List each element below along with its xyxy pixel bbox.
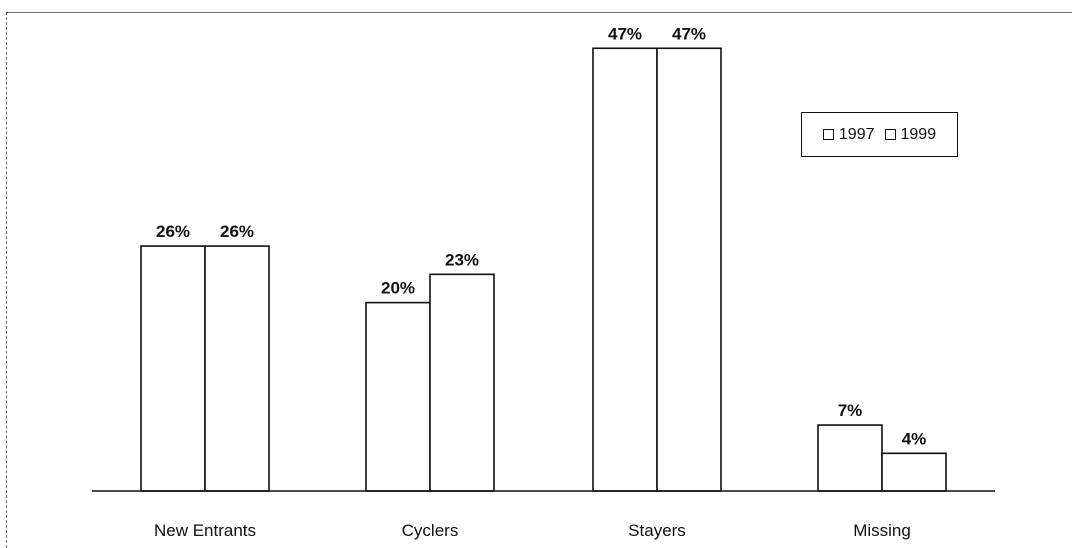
x-tick-label: Cyclers (402, 521, 459, 540)
data-label: 47% (672, 24, 706, 43)
data-label: 4% (902, 429, 927, 448)
bar-1999-new-entrants (204, 245, 270, 492)
data-label: 20% (381, 279, 415, 298)
x-tick-label: New Entrants (154, 521, 256, 540)
chart-frame (6, 12, 1072, 548)
legend-label: 1999 (900, 125, 937, 143)
bars-layer (140, 47, 947, 492)
x-tick-label: Missing (853, 521, 911, 540)
data-label: 26% (156, 222, 190, 241)
chart-legend: 1997 1999 (801, 112, 958, 157)
bar-1999-cyclers (429, 273, 495, 492)
bar-1999-stayers (656, 47, 722, 492)
bar-1997-stayers (592, 47, 658, 492)
data-label: 26% (220, 222, 254, 241)
bar-1999-missing (881, 452, 947, 492)
bar-1997-cyclers (365, 301, 431, 492)
bar-1997-new-entrants (140, 245, 206, 492)
legend-item-0: 1997 (822, 125, 875, 144)
data-label: 47% (608, 24, 642, 43)
legend-swatch-icon (884, 129, 896, 140)
x-tick-label: Stayers (628, 521, 686, 540)
legend-swatch-icon (822, 129, 834, 140)
bar-1997-missing (817, 424, 883, 492)
labels-layer: 26% 26% New Entrants 20% 23% Cyclers 47% 47% Sta… (154, 24, 926, 540)
legend-label: 1997 (838, 125, 875, 143)
data-label: 7% (838, 401, 863, 420)
legend-item-1: 1999 (884, 125, 937, 144)
data-label: 23% (445, 250, 479, 269)
